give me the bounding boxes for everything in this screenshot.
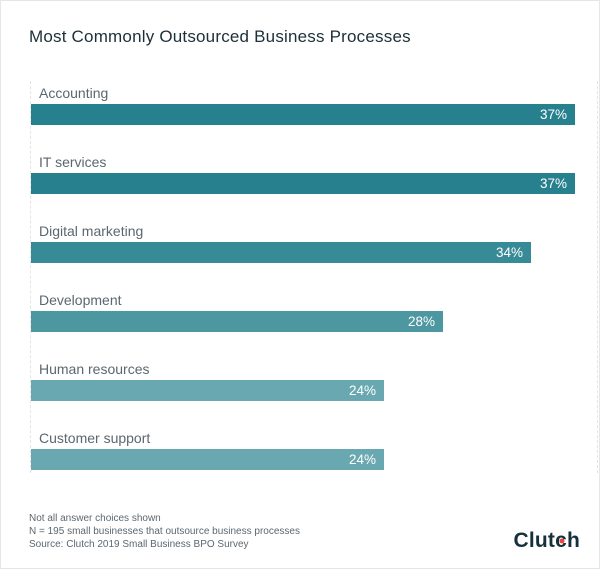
- plot-area: Accounting 37% IT services 37% Digital m…: [30, 81, 598, 473]
- bar-value: 24%: [348, 452, 376, 467]
- bar-label: Digital marketing: [39, 223, 144, 239]
- page-title: Most Commonly Outsourced Business Proces…: [29, 27, 411, 46]
- footer-notes: Not all answer choices shown N = 195 sma…: [29, 512, 300, 551]
- bar-value: 37%: [539, 176, 567, 191]
- bar-label: Human resources: [39, 361, 150, 377]
- bar: 37%: [31, 173, 575, 194]
- note-line: N = 195 small businesses that outsource …: [29, 526, 300, 537]
- bar: 24%: [31, 380, 384, 401]
- bar-value: 24%: [348, 383, 376, 398]
- logo-dot-icon: [559, 538, 565, 544]
- bar-row: Customer support 24%: [31, 431, 597, 500]
- bar-row: Development 28%: [31, 293, 597, 362]
- bar-label: IT services: [39, 154, 107, 170]
- logo-letter-c: c: [555, 529, 567, 553]
- bar-row: Accounting 37%: [31, 86, 597, 155]
- bar-label: Accounting: [39, 85, 109, 101]
- clutch-logo: Clutch: [513, 529, 580, 553]
- bar-row: IT services 37%: [31, 155, 597, 224]
- bar-label: Customer support: [39, 430, 151, 446]
- bar-value: 37%: [539, 107, 567, 122]
- bar: 37%: [31, 104, 575, 125]
- bar-value: 28%: [407, 314, 435, 329]
- note-line: Source: Clutch 2019 Small Business BPO S…: [29, 539, 249, 550]
- bar-label: Development: [39, 292, 122, 308]
- note-line: Not all answer choices shown: [29, 513, 161, 524]
- bar: 24%: [31, 449, 384, 470]
- bar: 34%: [31, 242, 531, 263]
- logo-text-prefix: Clut: [513, 529, 556, 552]
- bar-row: Human resources 24%: [31, 362, 597, 431]
- bar: 28%: [31, 311, 443, 332]
- bar-value: 34%: [495, 245, 523, 260]
- logo-text-suffix: h: [566, 529, 580, 552]
- bar-row: Digital marketing 34%: [31, 224, 597, 293]
